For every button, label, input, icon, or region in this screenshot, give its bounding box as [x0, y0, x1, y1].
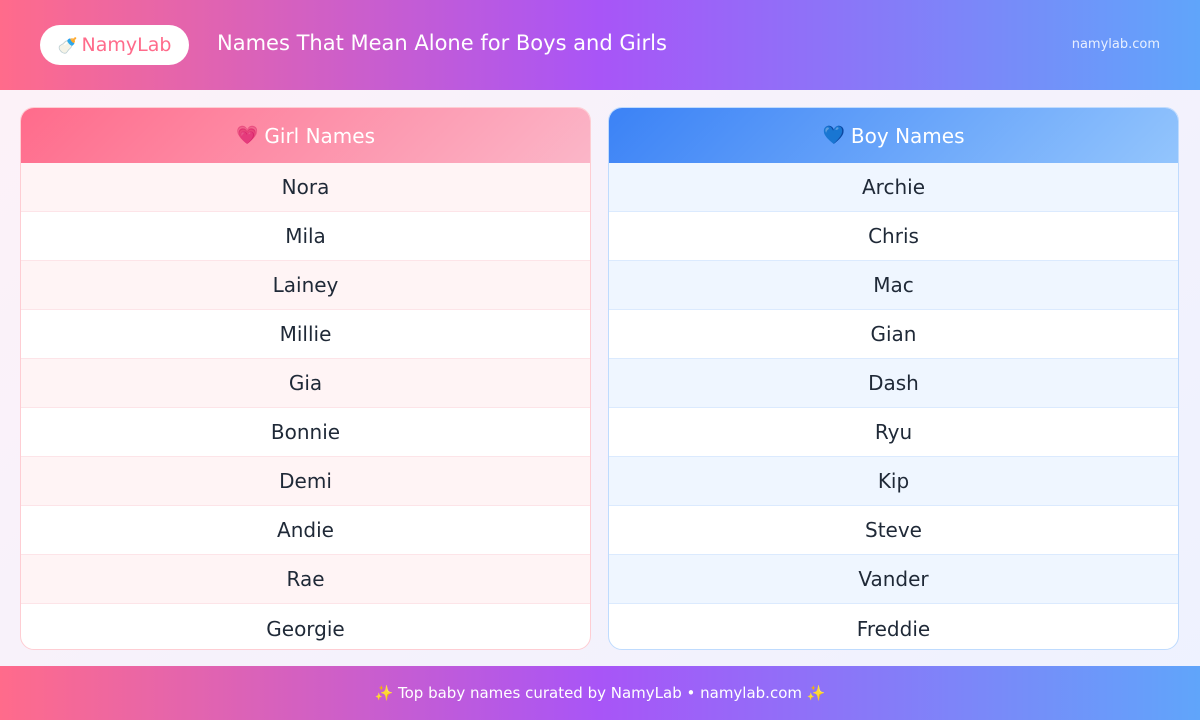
name-row: Mila — [21, 212, 590, 261]
name-row: Dash — [609, 359, 1178, 408]
page-title: Names That Mean Alone for Boys and Girls — [217, 31, 667, 55]
baby-bottle-icon: 🍼 — [57, 35, 78, 55]
name-row: Chris — [609, 212, 1178, 261]
name-row: Andie — [21, 506, 590, 555]
name-row: Bonnie — [21, 408, 590, 457]
name-row: Kip — [609, 457, 1178, 506]
footer: ✨ Top baby names curated by NamyLab • na… — [0, 666, 1200, 720]
site-link[interactable]: namylab.com — [1071, 37, 1160, 52]
boy-names-header: 💙 Boy Names — [609, 108, 1178, 163]
name-row: Ryu — [609, 408, 1178, 457]
name-row: Gian — [609, 310, 1178, 359]
girl-names-card: 💗 Girl Names Nora Mila Lainey Millie Gia Bonni… — [20, 107, 591, 650]
name-row: Demi — [21, 457, 590, 506]
blue-heart-icon: 💙 — [822, 125, 845, 146]
logo[interactable]: 🍼 NamyLab — [40, 25, 189, 65]
sparkles-icon: ✨ — [806, 684, 826, 702]
name-row: Mac — [609, 261, 1178, 310]
girl-names-header: 💗 Girl Names — [21, 108, 590, 163]
name-row: Lainey — [21, 261, 590, 310]
name-row: Vander — [609, 555, 1178, 604]
footer-text: Top baby names curated by NamyLab • namy… — [398, 684, 802, 702]
girl-names-title: Girl Names — [264, 123, 376, 148]
header: 🍼 NamyLab Names That Mean Alone for Boys … — [0, 0, 1200, 90]
name-row: Georgie — [266, 616, 345, 641]
sparkles-icon: ✨ — [374, 684, 394, 702]
boy-names-list: Archie Chris Mac Gian Dash Ryu Kip Steve Vander F… — [609, 163, 1178, 649]
name-row: Steve — [609, 506, 1178, 555]
logo-text: NamyLab — [81, 34, 172, 56]
heart-icon: 💗 — [235, 125, 259, 146]
name-row: Millie — [21, 310, 590, 359]
name-row: Rae — [21, 555, 590, 604]
boy-names-title: Boy Names — [850, 123, 965, 148]
name-row: Gia — [21, 359, 590, 408]
name-row: Archie — [609, 163, 1178, 212]
boy-names-card: 💙 Boy Names Archie Chris Mac Gian Dash Ryu Kip S… — [608, 107, 1179, 650]
name-row: Nora — [21, 163, 590, 212]
name-row: Freddie — [856, 616, 931, 641]
girl-names-list: Nora Mila Lainey Millie Gia Bonnie Demi Andie Ra… — [21, 163, 590, 649]
